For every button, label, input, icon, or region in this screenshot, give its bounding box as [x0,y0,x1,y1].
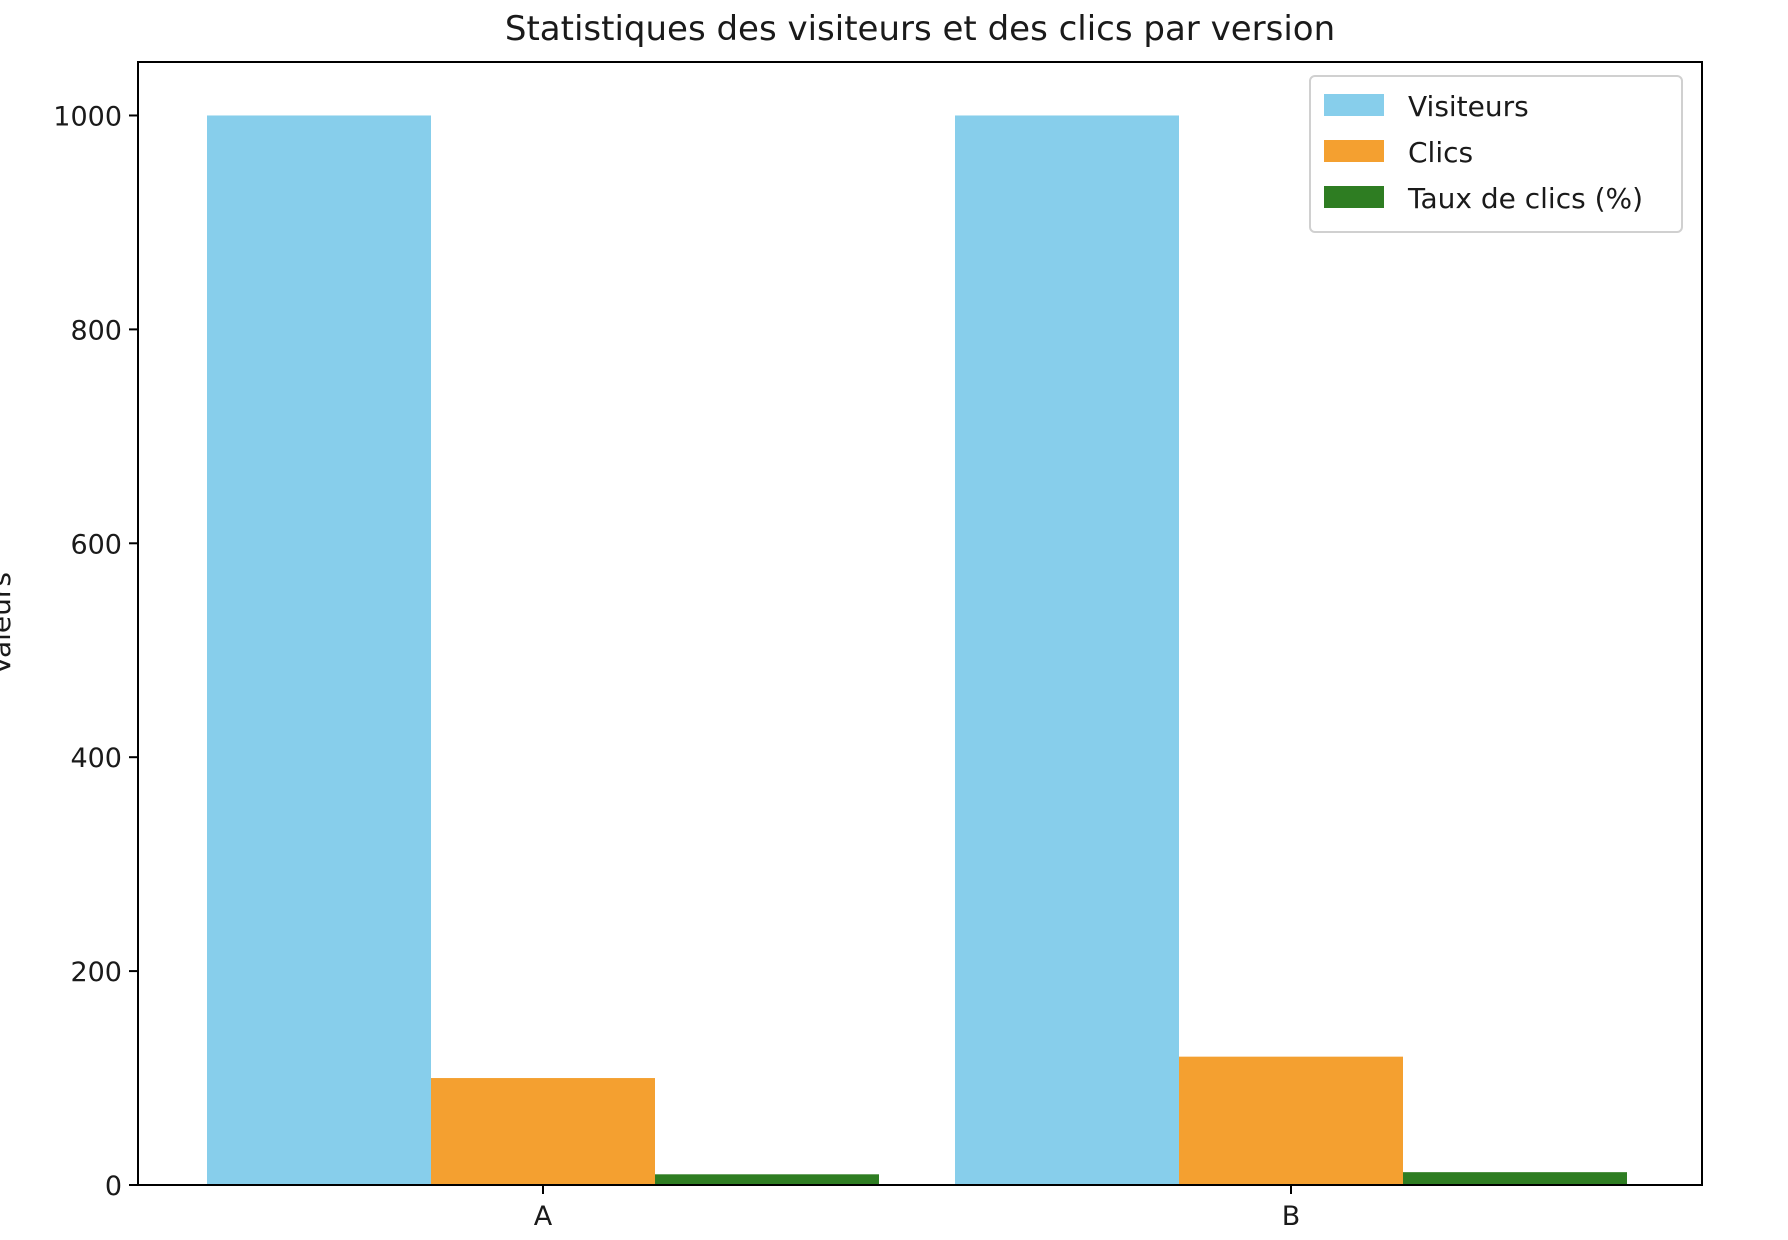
bar-visiteurs-a [207,115,431,1185]
legend-swatch-clics [1324,140,1384,162]
y-tick-label: 800 [70,315,122,346]
chart-title: Statistiques des visiteurs et des clics … [505,9,1335,49]
legend-label-visiteurs: Visiteurs [1408,90,1529,123]
bar-taux-de-clics-a [655,1174,879,1185]
axes-layer: 0 200 400 600 800 1000 A B [53,61,1703,1232]
y-tick-label: 0 [105,1171,122,1202]
plot-frame [137,61,1703,1186]
y-tick-label: 200 [70,957,122,988]
legend-box [1309,75,1683,233]
legend-swatch-taux-de-clics [1324,186,1384,208]
bar-clics-b [1179,1056,1403,1185]
y-tick-label: 600 [70,529,122,560]
bars-layer [207,115,1627,1185]
y-tick-label: 400 [70,743,122,774]
x-tick-label: B [1282,1201,1301,1232]
bar-taux-de-clics-b [1403,1172,1627,1185]
x-tick-label: A [534,1201,553,1232]
bar-visiteurs-b [955,115,1179,1185]
legend-label-clics: Clics [1408,136,1473,169]
legend-swatch-visiteurs [1324,94,1384,116]
legend: Visiteurs Clics Taux de clics (%) [1309,75,1683,233]
bar-clics-a [431,1078,655,1185]
y-tick-label: 1000 [53,101,122,132]
y-axis-label: Valeurs [0,572,17,675]
legend-label-taux-de-clics: Taux de clics (%) [1407,182,1643,215]
